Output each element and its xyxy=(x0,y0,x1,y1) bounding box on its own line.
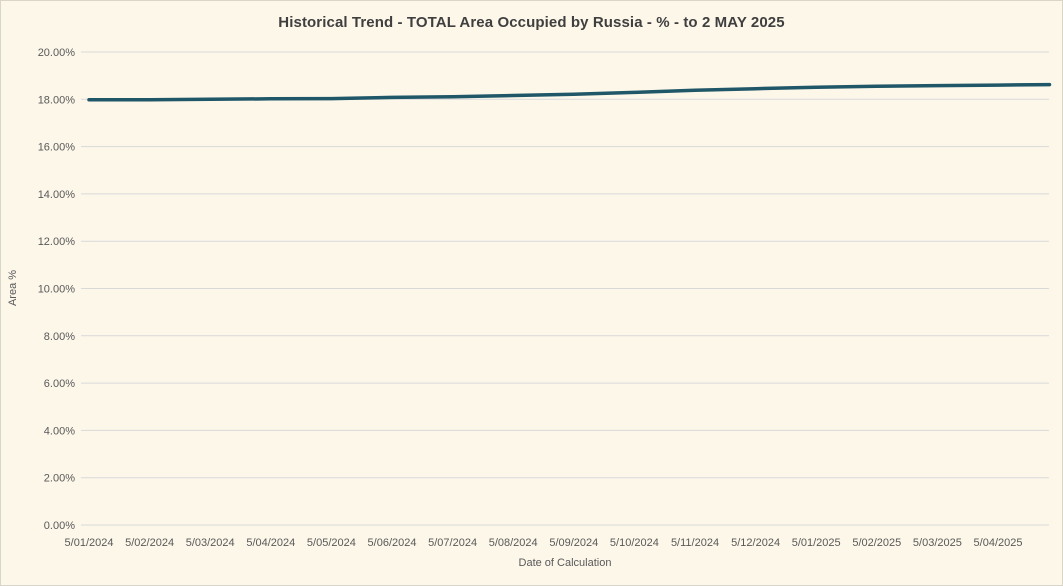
y-tick-label: 0.00% xyxy=(44,520,75,532)
x-tick-label: 5/02/2024 xyxy=(125,537,174,549)
x-tick-label: 5/11/2024 xyxy=(671,537,719,549)
y-tick-label: 10.00% xyxy=(38,284,76,296)
x-tick-label: 5/09/2024 xyxy=(549,537,598,549)
y-tick-label: 8.00% xyxy=(44,331,75,343)
x-tick-label: 5/03/2025 xyxy=(913,537,962,549)
x-tick-label: 5/02/2025 xyxy=(852,537,901,549)
y-tick-label: 6.00% xyxy=(44,378,75,390)
y-tick-label: 14.00% xyxy=(38,189,76,201)
trend-line xyxy=(87,82,1052,102)
x-tick-label: 5/12/2024 xyxy=(731,537,780,549)
x-tick-label: 5/01/2024 xyxy=(65,537,114,549)
x-tick-label: 5/03/2024 xyxy=(186,537,235,549)
y-tick-label: 4.00% xyxy=(44,425,75,437)
x-tick-label: 5/05/2024 xyxy=(307,537,356,549)
y-tick-label: 2.00% xyxy=(44,473,75,485)
x-tick-label: 5/10/2024 xyxy=(610,537,659,549)
x-tick-label: 5/07/2024 xyxy=(428,537,477,549)
x-tick-label: 5/06/2024 xyxy=(368,537,417,549)
y-tick-label: 20.00% xyxy=(38,47,76,59)
x-axis-title: Date of Calculation xyxy=(518,557,612,569)
x-tick-label: 5/01/2025 xyxy=(792,537,841,549)
x-tick-label: 5/04/2024 xyxy=(246,537,295,549)
chart-title: Historical Trend - TOTAL Area Occupied b… xyxy=(278,14,785,31)
y-tick-label: 16.00% xyxy=(38,142,76,154)
x-tick-label: 5/08/2024 xyxy=(489,537,538,549)
x-tick-label: 5/04/2025 xyxy=(974,537,1023,549)
y-tick-label: 18.00% xyxy=(38,94,76,106)
y-tick-label: 12.00% xyxy=(38,236,76,248)
